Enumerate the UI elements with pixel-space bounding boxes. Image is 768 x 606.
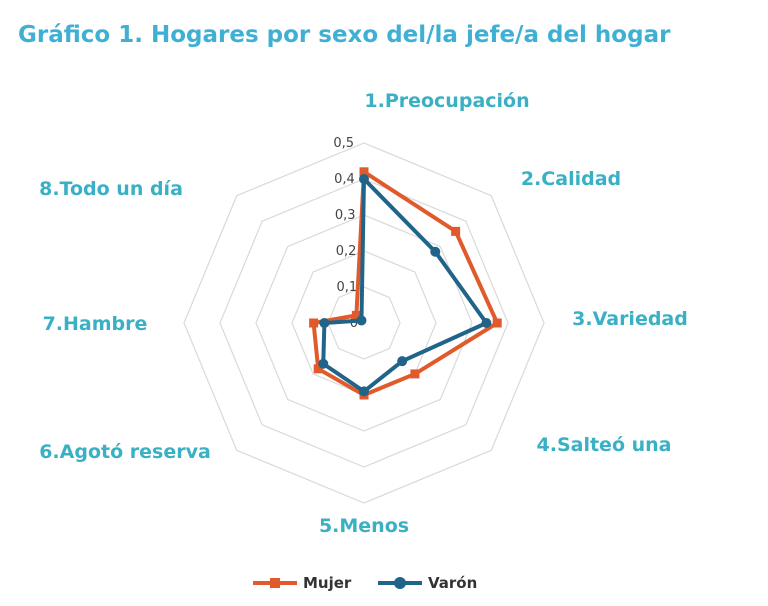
- axis-label-7: 7.Hambre: [43, 313, 148, 335]
- grid-ring: [327, 286, 401, 360]
- axis-label-3: 3.Variedad: [572, 308, 688, 330]
- legend-marker-varon: [394, 577, 406, 589]
- series-point-varon: [359, 386, 369, 397]
- legend-marker-mujer: [270, 578, 280, 588]
- series-point-varon: [397, 356, 408, 367]
- axis-label-layer: 1.Preocupación 2.Calidad 3.Variedad 4.Salte…: [39, 90, 688, 537]
- grid-ring: [219, 178, 509, 468]
- axis-label-5: 5.Menos: [319, 515, 409, 537]
- r-tick-label: 0,5: [333, 136, 354, 151]
- series-point-mujer: [451, 226, 461, 236]
- series-point-varon: [430, 246, 441, 257]
- series-point-varon: [318, 358, 329, 369]
- series-point-varon: [356, 315, 367, 326]
- series-point-varon: [359, 174, 369, 184]
- axis-label-2: 2.Calidad: [521, 168, 621, 190]
- series-point-mujer: [309, 318, 319, 328]
- series-point-mujer: [410, 369, 420, 379]
- grid-ring: [183, 142, 545, 504]
- legend-label-2: Varón: [428, 574, 477, 592]
- series-point-varon: [319, 318, 330, 328]
- axis-label-4: 4.Salteó una: [537, 434, 672, 456]
- tick-layer: 0 0,1 0,2 0,3 0,4 0,5: [333, 136, 358, 331]
- axis-label-8: 8.Todo un día: [39, 178, 183, 200]
- r-tick-label: 0: [350, 316, 358, 331]
- legend: Mujer Varón: [253, 574, 477, 592]
- series-point-mujer: [492, 318, 502, 328]
- series-point-varon: [481, 318, 492, 328]
- series-point-mujer: [351, 310, 361, 320]
- series-point-mujer: [313, 364, 323, 374]
- series-layer: [309, 167, 502, 400]
- page-title: Gráfico 1. Hogares por sexo del/la jefe/…: [18, 22, 671, 48]
- r-tick-label: 0,4: [334, 172, 355, 187]
- axis-label-6: 6.Agotó reserva: [39, 441, 211, 463]
- r-tick-label: 0,2: [336, 244, 357, 259]
- legend-label-1: Mujer: [303, 574, 352, 592]
- r-tick-label: 0,1: [337, 280, 358, 295]
- series-point-mujer: [359, 167, 369, 177]
- axis-label-1: 1.Preocupación: [364, 90, 529, 112]
- r-tick-label: 0,3: [335, 208, 356, 223]
